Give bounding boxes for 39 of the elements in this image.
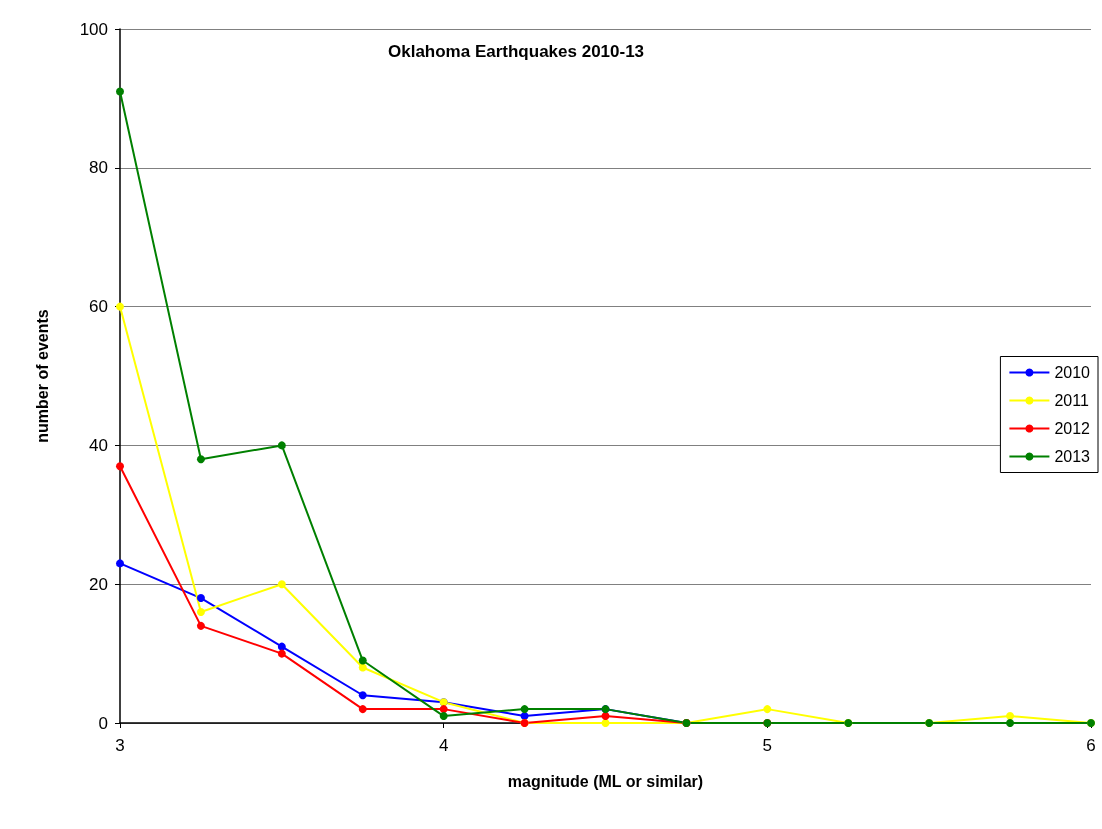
point <box>196 594 205 603</box>
point <box>196 621 205 630</box>
point <box>277 580 286 589</box>
point <box>520 705 529 714</box>
y-tick-label: 100 <box>79 19 108 39</box>
x-tick-label: 4 <box>438 736 449 755</box>
legend-label: 2012 <box>1054 420 1091 437</box>
legend-label: 2013 <box>1054 448 1091 465</box>
point <box>439 712 448 721</box>
x-axis-title: magnitude (ML or similar) <box>507 772 704 790</box>
y-tick-label: 40 <box>89 435 108 455</box>
y-tick-label: 0 <box>98 713 108 733</box>
point <box>116 559 124 568</box>
y-tick-label: 20 <box>89 574 108 594</box>
y-tick-label: 80 <box>89 158 108 178</box>
point <box>1006 712 1015 721</box>
point <box>196 607 205 616</box>
point <box>763 705 772 714</box>
legend-label: 2011 <box>1054 392 1089 409</box>
point <box>358 691 367 700</box>
y-tick-label: 60 <box>89 297 108 317</box>
legend-label: 2010 <box>1054 364 1091 381</box>
point <box>277 441 286 450</box>
point <box>439 705 448 714</box>
x-tick-label: 3 <box>115 736 125 755</box>
x-tick-label: 5 <box>762 736 773 755</box>
point <box>277 642 286 651</box>
point <box>116 87 124 96</box>
text: Oklahoma Earthquakes 2010-13 <box>388 42 645 61</box>
point <box>196 455 205 464</box>
point <box>1006 719 1015 727</box>
point <box>358 705 367 714</box>
point <box>358 656 367 665</box>
x-tick-label: 6 <box>1086 736 1096 755</box>
y-axis-title: number of events <box>33 309 51 443</box>
point <box>116 462 124 471</box>
point <box>116 302 124 311</box>
point <box>277 649 286 658</box>
point <box>358 663 367 672</box>
